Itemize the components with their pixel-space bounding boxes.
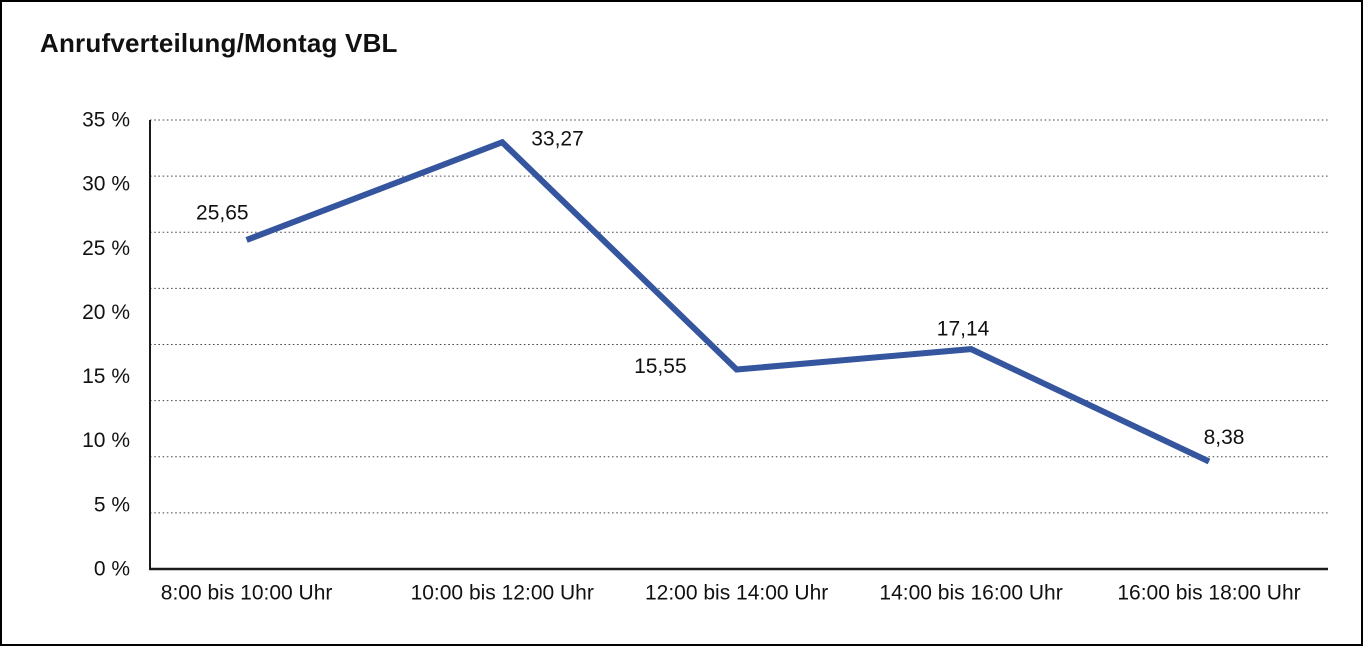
data-point-label: 15,55: [634, 355, 687, 378]
x-axis-category-label: 12:00 bis 14:00 Uhr: [645, 582, 828, 605]
x-axis-category-label: 8:00 bis 10:00 Uhr: [161, 582, 333, 605]
chart-title: Anrufverteilung/Montag VBL: [40, 28, 398, 58]
data-point-label: 17,14: [937, 318, 990, 341]
data-point-label: 25,65: [196, 201, 249, 224]
x-axis-category-label: 10:00 bis 12:00 Uhr: [411, 582, 594, 605]
y-axis-tick-label: 0 %: [94, 558, 130, 581]
y-axis-tick-label: 5 %: [94, 493, 130, 516]
y-axis-tick-label: 25 %: [82, 237, 130, 260]
data-point-label: 8,38: [1204, 426, 1245, 449]
y-axis-tick-label: 20 %: [82, 301, 130, 324]
y-axis-tick-label: 30 %: [82, 173, 130, 196]
y-axis-tick-label: 35 %: [82, 109, 130, 132]
x-axis-category-label: 16:00 bis 18:00 Uhr: [1117, 582, 1300, 605]
data-point-label: 33,27: [531, 128, 584, 151]
data-line: [245, 138, 1211, 465]
x-axis-category-label: 14:00 bis 16:00 Uhr: [879, 582, 1062, 605]
y-axis-tick-label: 15 %: [82, 365, 130, 388]
y-axis-tick-label: 10 %: [82, 429, 130, 452]
